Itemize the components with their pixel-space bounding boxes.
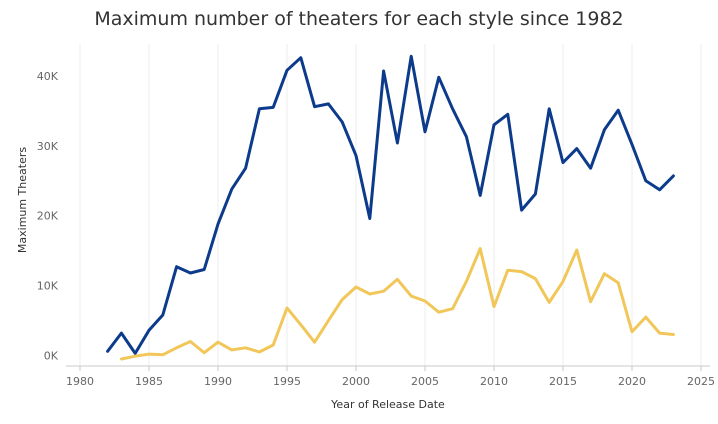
series-line-1 [106, 54, 675, 355]
x-tick-label: 2015 [549, 375, 577, 388]
y-tick-label: 10K [37, 280, 59, 293]
y-tick-label: 20K [37, 210, 59, 223]
x-tick-label: 1990 [204, 375, 232, 388]
y-axis-title: Maximum Theaters [16, 147, 29, 253]
y-tick-label: 0K [44, 350, 59, 363]
axis-layer: 1980 1985 1990 1995 2000 2005 2010 2015 2020 2025… [37, 70, 715, 388]
y-tick-label: 40K [37, 70, 59, 83]
y-tick-label: 30K [37, 140, 59, 153]
series-line-2 [119, 247, 675, 361]
x-tick-label: 2025 [687, 375, 715, 388]
x-tick-label: 2005 [411, 375, 439, 388]
x-tick-label: 1995 [273, 375, 301, 388]
x-axis-title: Year of Release Date [330, 398, 445, 411]
grid-layer [79, 44, 702, 366]
x-tick-label: 1980 [66, 375, 94, 388]
x-tick-label: 2010 [480, 375, 508, 388]
x-tick-label: 1985 [135, 375, 163, 388]
chart-title: Maximum number of theaters for each styl… [94, 8, 624, 30]
x-tick-label: 2020 [618, 375, 646, 388]
x-tick-label: 2000 [342, 375, 370, 388]
series-layer [106, 54, 675, 361]
